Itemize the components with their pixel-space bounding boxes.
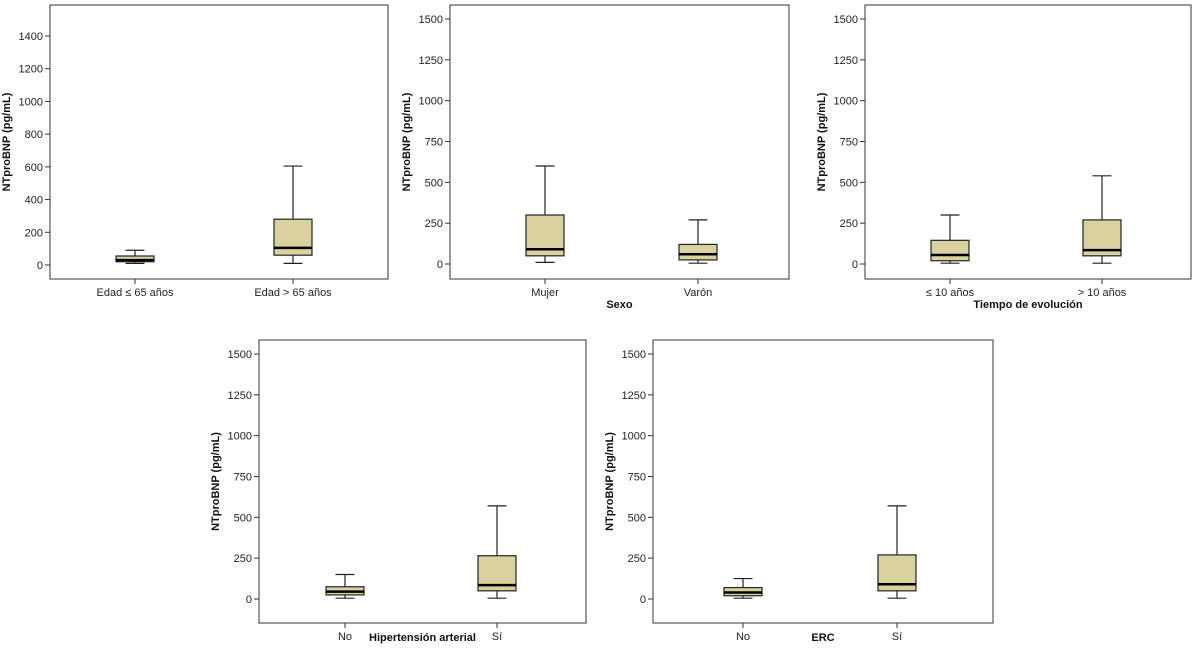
- y-tick-label: 750: [628, 472, 646, 484]
- y-tick-label: 500: [628, 512, 646, 524]
- box-2: [877, 505, 917, 599]
- y-tick-label: 1250: [834, 55, 858, 67]
- y-tick-label: 1000: [19, 96, 43, 108]
- box-1: [525, 165, 565, 263]
- x-tick-label: ≤ 10 años: [926, 287, 975, 299]
- y-tick-label: 500: [425, 177, 443, 189]
- box-2: [678, 219, 718, 264]
- box-1: [325, 573, 365, 599]
- y-tick-label: 500: [840, 177, 858, 189]
- y-tick-label: 1000: [419, 96, 443, 108]
- y-tick-label: 1250: [622, 390, 646, 402]
- y-tick-label: 0: [852, 259, 858, 271]
- y-tick-label: 200: [25, 227, 43, 239]
- y-tick-label: 1000: [228, 431, 252, 443]
- plot-frame: [652, 339, 994, 624]
- x-axis-label: ERC: [811, 632, 834, 644]
- y-tick-label: 0: [246, 594, 252, 606]
- y-tick-label: 250: [234, 553, 252, 565]
- y-tick-label: 750: [234, 472, 252, 484]
- x-axis-label: Hipertensión arterial: [369, 632, 476, 644]
- x-tick-label: Edad ≤ 65 años: [97, 287, 174, 299]
- y-tick-label: 250: [840, 218, 858, 230]
- y-tick-label: 1250: [228, 390, 252, 402]
- iqr-box: [273, 218, 313, 256]
- y-tick-label: 1500: [834, 14, 858, 26]
- y-tick-label: 1000: [622, 431, 646, 443]
- y-axis-label: NTproBNP (pg/mL): [604, 432, 616, 531]
- plot-frame: [449, 4, 790, 280]
- x-tick-label: No: [736, 631, 750, 643]
- chart-panel-hypertension: 0 250 500 750 1000 1250 1500 NTproBNP (pg/mL) No…: [210, 339, 587, 644]
- y-tick-label: 800: [25, 129, 43, 141]
- box-2: [477, 505, 517, 599]
- iqr-box: [678, 243, 718, 261]
- plot-frame: [864, 4, 1192, 280]
- x-tick-label: Mujer: [531, 287, 559, 299]
- y-axis-label: NTproBNP (pg/mL): [401, 92, 413, 191]
- x-tick-label: No: [338, 631, 352, 643]
- box-1: [723, 577, 763, 599]
- y-tick-label: 750: [840, 137, 858, 149]
- x-tick-label: Sí: [892, 631, 902, 643]
- y-axis-label: NTproBNP (pg/mL): [816, 92, 828, 191]
- y-tick-label: 600: [25, 162, 43, 174]
- y-tick-label: 0: [37, 260, 43, 272]
- box-1: [930, 214, 970, 264]
- chart-panel-ckd: 0 250 500 750 1000 1250 1500 NTproBNP (pg/mL) No…: [604, 339, 994, 644]
- y-tick-label: 250: [628, 553, 646, 565]
- box-1: [115, 249, 155, 264]
- x-tick-label: Sí: [492, 631, 502, 643]
- chart-panel-age: 0 200 400 600 800 1000 1200 1400 NTproBNP (pg/mL…: [1, 4, 389, 299]
- box-2: [273, 165, 313, 264]
- iqr-box: [930, 239, 970, 262]
- plot-frame: [49, 4, 389, 280]
- chart-panel-sex: 0 250 500 750 1000 1250 1500 NTproBNP (pg/mL) Mu…: [401, 4, 790, 311]
- chart-panel-evolution: 0 250 500 750 1000 1250 1500 NTproBNP (pg/mL) ≤ …: [816, 4, 1192, 311]
- y-tick-label: 500: [234, 512, 252, 524]
- plot-frame: [258, 339, 587, 624]
- y-tick-label: 1500: [622, 349, 646, 361]
- x-axis-label: Tiempo de evolución: [973, 299, 1082, 311]
- x-axis-label: Sexo: [606, 299, 633, 311]
- x-tick-label: Edad > 65 años: [254, 287, 332, 299]
- y-tick-label: 1400: [19, 31, 43, 43]
- y-tick-label: 1500: [228, 349, 252, 361]
- y-tick-label: 1250: [419, 55, 443, 67]
- x-tick-label: Varón: [684, 287, 713, 299]
- y-tick-label: 1000: [834, 96, 858, 108]
- y-tick-label: 1200: [19, 64, 43, 76]
- y-axis-label: NTproBNP (pg/mL): [210, 432, 222, 531]
- y-tick-label: 750: [425, 137, 443, 149]
- y-axis-label: NTproBNP (pg/mL): [1, 92, 13, 191]
- x-tick-label: > 10 años: [1078, 287, 1127, 299]
- y-tick-label: 0: [437, 259, 443, 271]
- y-tick-label: 400: [25, 195, 43, 207]
- y-tick-label: 1500: [419, 14, 443, 26]
- y-tick-label: 0: [640, 594, 646, 606]
- y-tick-label: 250: [425, 218, 443, 230]
- box-2: [1082, 175, 1122, 264]
